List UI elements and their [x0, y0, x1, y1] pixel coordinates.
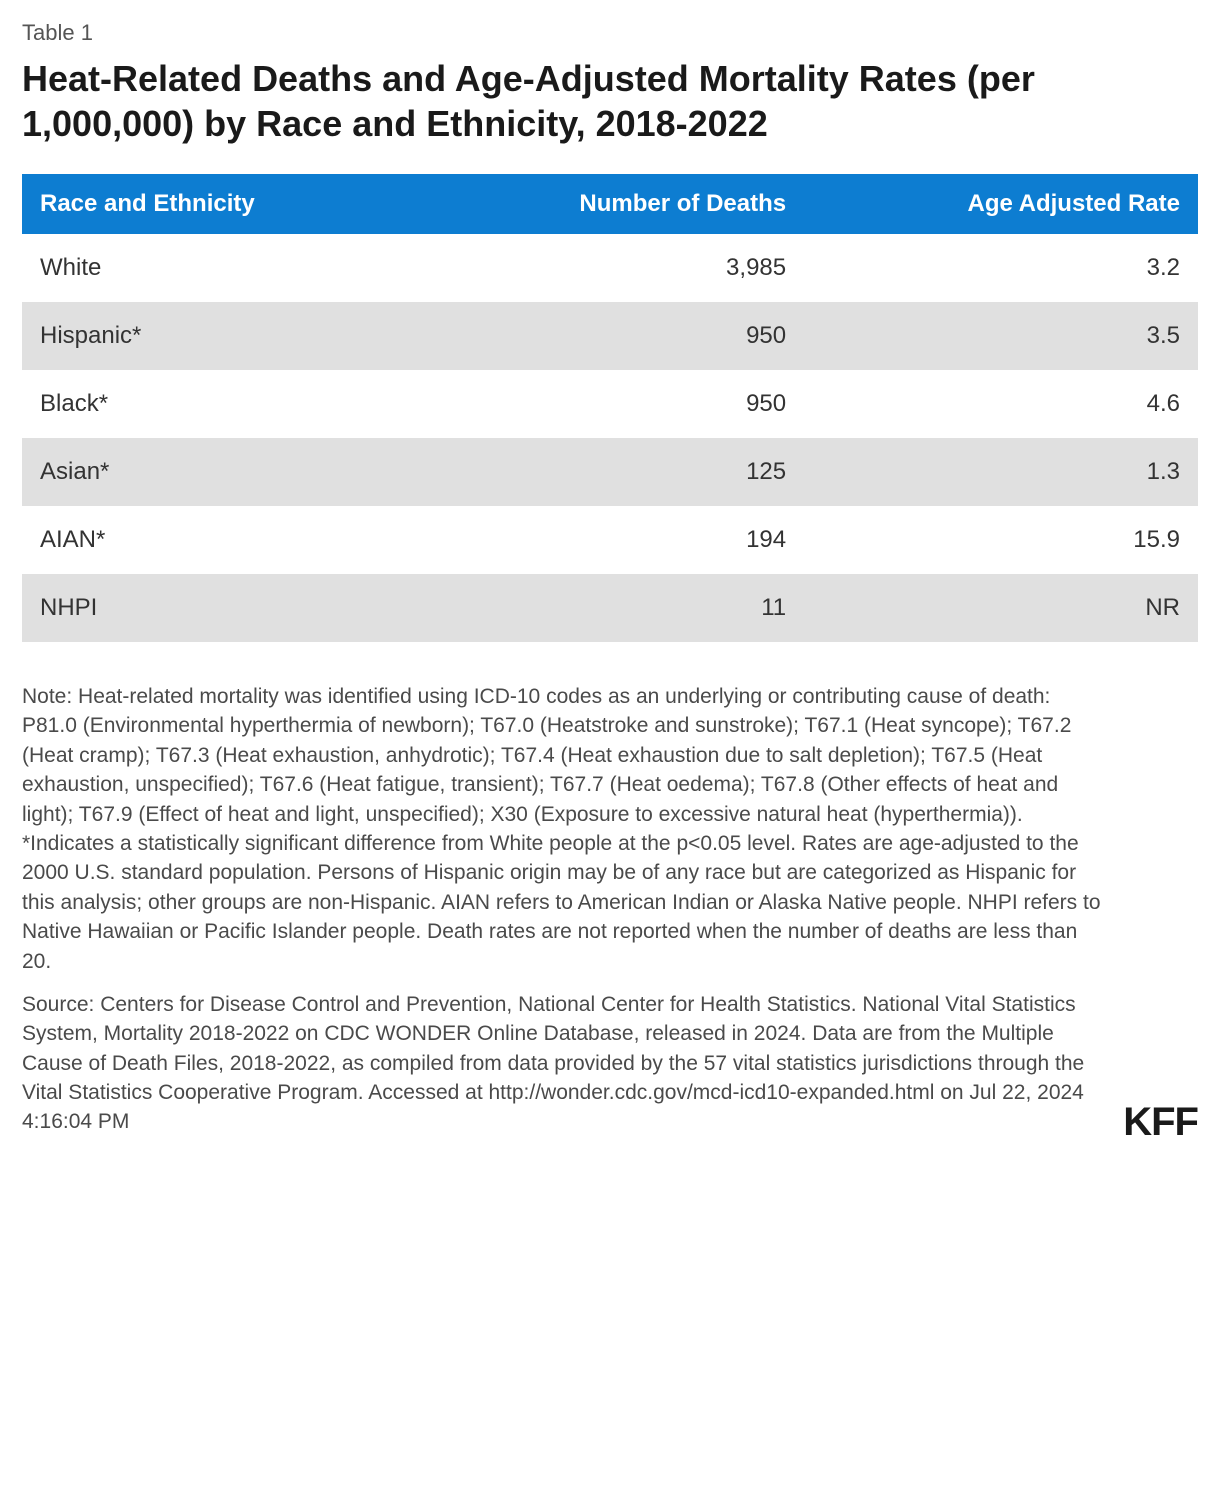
col-header-deaths: Number of Deaths	[419, 174, 804, 234]
table-row: NHPI11NR	[22, 574, 1198, 642]
cell-rate: 3.5	[804, 302, 1198, 370]
cell-deaths: 11	[419, 574, 804, 642]
cell-race: Black*	[22, 370, 419, 438]
col-header-rate: Age Adjusted Rate	[804, 174, 1198, 234]
cell-rate: NR	[804, 574, 1198, 642]
table-row: White3,9853.2	[22, 234, 1198, 302]
cell-race: AIAN*	[22, 506, 419, 574]
table-body: White3,9853.2Hispanic*9503.5Black*9504.6…	[22, 234, 1198, 642]
note-text: Note: Heat-related mortality was identif…	[22, 682, 1103, 976]
table-header-row: Race and Ethnicity Number of Deaths Age …	[22, 174, 1198, 234]
kff-logo: KFF	[1123, 1100, 1198, 1151]
cell-deaths: 950	[419, 302, 804, 370]
cell-rate: 1.3	[804, 438, 1198, 506]
cell-race: White	[22, 234, 419, 302]
table-row: Black*9504.6	[22, 370, 1198, 438]
cell-race: Hispanic*	[22, 302, 419, 370]
table-row: AIAN*19415.9	[22, 506, 1198, 574]
page-title: Heat-Related Deaths and Age-Adjusted Mor…	[22, 56, 1198, 146]
cell-rate: 15.9	[804, 506, 1198, 574]
data-table: Race and Ethnicity Number of Deaths Age …	[22, 174, 1198, 642]
table-label: Table 1	[22, 20, 1198, 46]
table-row: Asian*1251.3	[22, 438, 1198, 506]
table-row: Hispanic*9503.5	[22, 302, 1198, 370]
cell-race: NHPI	[22, 574, 419, 642]
cell-deaths: 125	[419, 438, 804, 506]
cell-rate: 3.2	[804, 234, 1198, 302]
cell-rate: 4.6	[804, 370, 1198, 438]
cell-deaths: 950	[419, 370, 804, 438]
source-text: Source: Centers for Disease Control and …	[22, 990, 1103, 1137]
col-header-race: Race and Ethnicity	[22, 174, 419, 234]
cell-deaths: 3,985	[419, 234, 804, 302]
cell-deaths: 194	[419, 506, 804, 574]
cell-race: Asian*	[22, 438, 419, 506]
